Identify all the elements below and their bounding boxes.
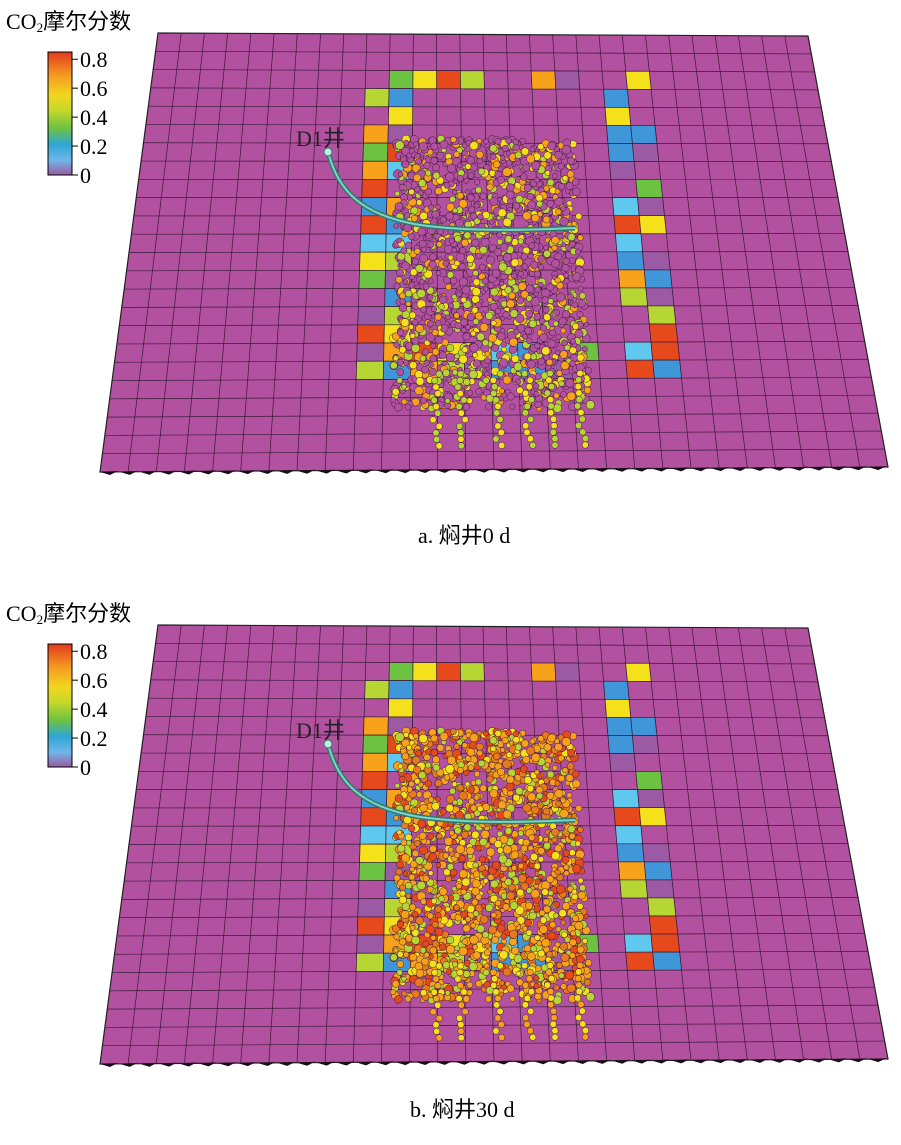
colorbar-tick-label: 0.2 [80, 134, 108, 159]
mesh-figure: D1井 0.8 0.6 0.4 0.2 0 [47, 32, 889, 475]
well-trajectory [323, 739, 576, 825]
mesh-figure: D1井 0.8 0.6 0.4 0.2 0 [47, 624, 889, 1067]
well-label: D1井 [296, 126, 345, 151]
panel-caption: a. 焖井0 d [418, 523, 511, 548]
colorbar: 0.8 0.6 0.4 0.2 0 [47, 639, 108, 780]
colorbar-tick-label: 0.4 [80, 697, 108, 722]
colorbar-tick-label: 0.8 [80, 47, 108, 72]
colorbar-tick-label: 0.6 [80, 76, 108, 101]
panel-b: CO2摩尔分数 D1井 0.8 0.6 0.4 0.2 0 b. 焖 [0, 592, 901, 1145]
legend-title: CO2摩尔分数 [6, 601, 132, 627]
colorbar-tick-label: 0.2 [80, 726, 108, 751]
colorbar-tick-label: 0 [80, 163, 91, 188]
colorbar-tick-label: 0.4 [80, 105, 108, 130]
colorbar-tick-label: 0.6 [80, 668, 108, 693]
colorbar: 0.8 0.6 0.4 0.2 0 [47, 47, 108, 188]
colorbar-tick-label: 0.8 [80, 639, 108, 664]
simulation-grid [99, 32, 889, 475]
well-label: D1井 [296, 718, 345, 743]
legend-title: CO2摩尔分数 [6, 9, 132, 35]
simulation-grid [99, 624, 889, 1067]
panel-caption: b. 焖井30 d [410, 1097, 515, 1122]
colorbar-tick-label: 0 [80, 755, 91, 780]
panel-a: CO2摩尔分数 D1井 0.8 0.6 0.4 0.2 0 a. 焖 [0, 0, 901, 572]
well-trajectory [323, 147, 576, 233]
